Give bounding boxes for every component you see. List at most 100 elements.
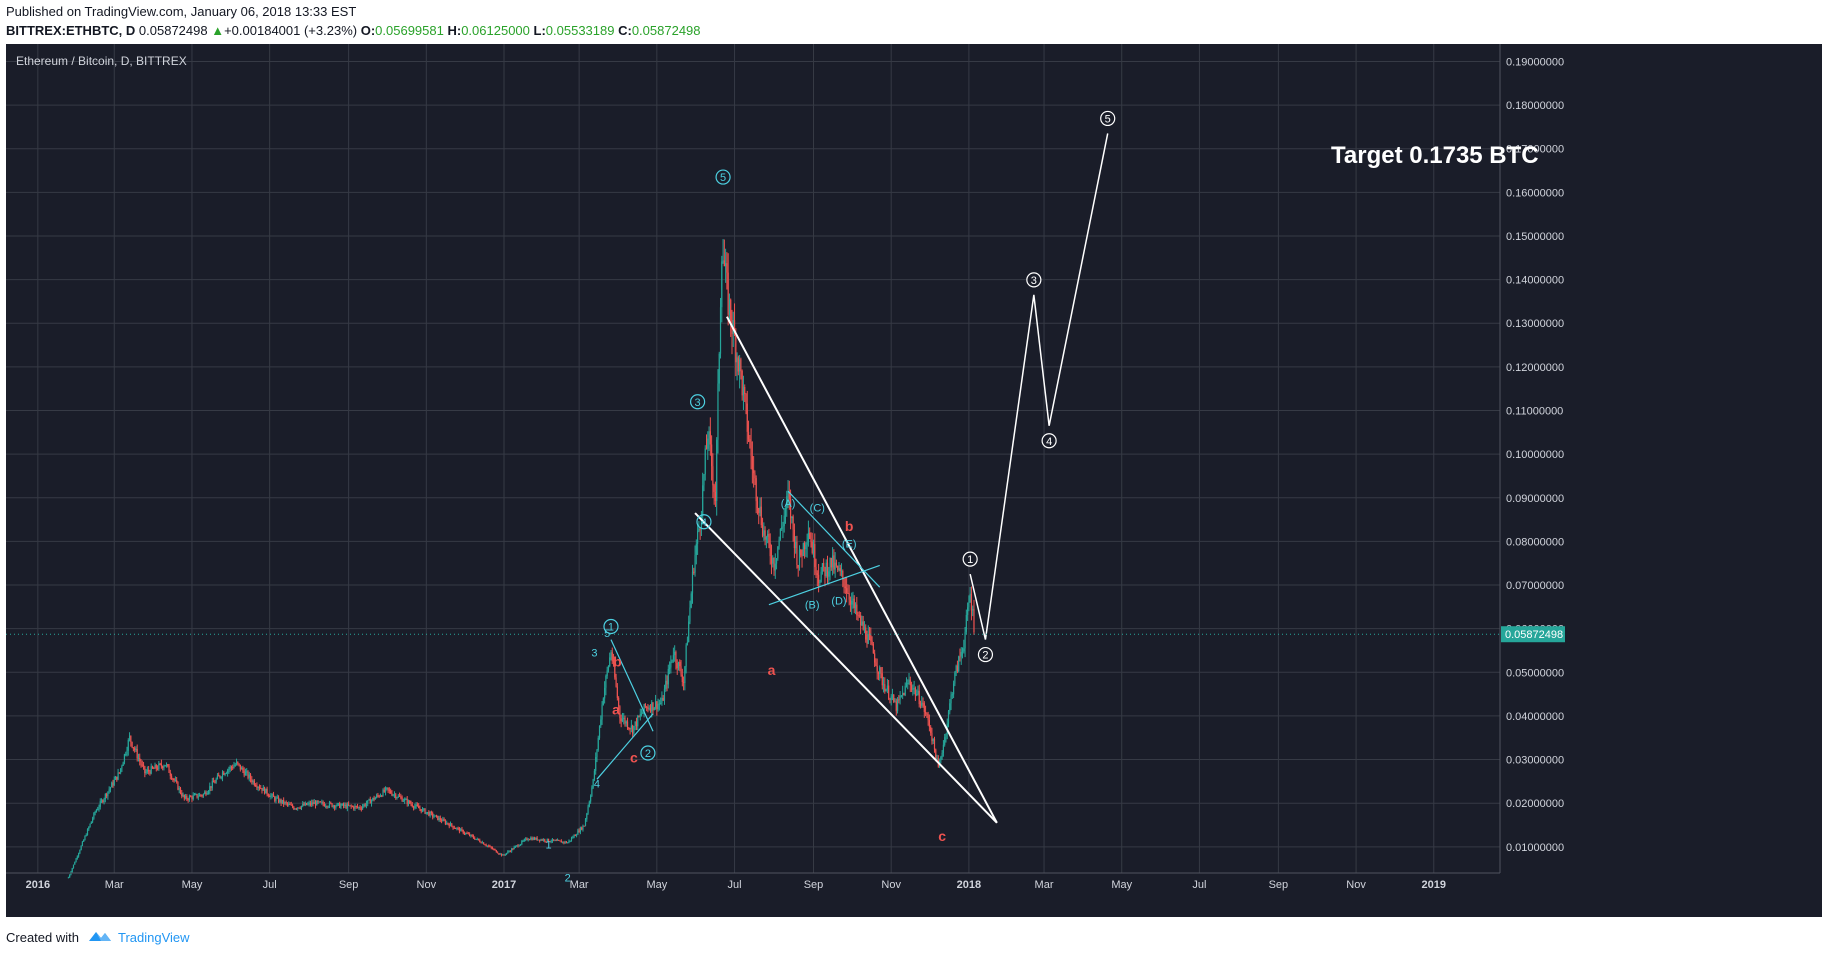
candle-body [886, 685, 888, 690]
candle-body [149, 771, 151, 774]
candle-body [610, 652, 612, 658]
candle-body [237, 761, 239, 764]
symbol-label[interactable]: BITTREX:ETHBTC, D [6, 23, 136, 38]
candle-body [559, 840, 561, 842]
candle-body [714, 491, 717, 501]
candle-body [949, 703, 951, 712]
candle-body [279, 799, 281, 803]
candle-body [563, 841, 565, 843]
candle-body [322, 802, 324, 805]
candle-body [725, 263, 727, 267]
candle-body [667, 668, 669, 685]
candle-body [463, 833, 466, 835]
candle-body [768, 533, 770, 544]
candle-body [493, 849, 495, 851]
candle-body [612, 661, 615, 663]
candle-body [458, 828, 461, 832]
candle-body [944, 737, 946, 745]
candle-body [626, 721, 629, 728]
candle-body [84, 835, 86, 840]
candle-body [432, 813, 434, 817]
candle-body [699, 528, 701, 530]
candle-body [750, 441, 752, 456]
projection-wave-label: 4 [1046, 436, 1052, 448]
candle-body [302, 803, 304, 806]
candle-body [526, 838, 528, 840]
candle-body [896, 699, 899, 712]
candle-body [197, 796, 199, 798]
chart-area[interactable]: 1 2 3 4 5 1 2 3 4 5 1 2 3 4 5 (A) (B) (C) (D) (E) a b c a b c 0.0… [6, 44, 1822, 917]
candle-body [444, 820, 447, 824]
y-tick-label: 0.07000000 [1506, 580, 1564, 592]
candle-body [902, 692, 904, 696]
tradingview-link[interactable]: TradingView [118, 930, 190, 945]
candle-body [196, 794, 198, 798]
candle-body [72, 864, 75, 869]
open-label: O: [360, 23, 376, 38]
candle-body [837, 565, 839, 571]
projection-wave-label: 1 [967, 554, 973, 566]
candle-body [844, 586, 846, 589]
candle-body [702, 485, 704, 516]
candle-body [908, 679, 910, 684]
wave-label: 5 [604, 628, 610, 640]
candle-body [188, 796, 191, 801]
candle-body [332, 805, 334, 807]
candle-body [397, 795, 399, 798]
candle-body [462, 830, 464, 834]
projection-wave-label: 2 [982, 650, 988, 662]
candle-body [190, 796, 192, 798]
candle-body [695, 543, 697, 555]
candle-body [192, 795, 194, 800]
candle-body [530, 838, 532, 840]
candle-body [760, 506, 762, 526]
candle-body [400, 796, 402, 798]
tradingview-logo-icon[interactable] [87, 928, 113, 949]
candle-body [577, 830, 579, 835]
candle-body [472, 836, 475, 838]
candle-body [202, 794, 205, 796]
candle-body [951, 694, 953, 696]
candle-body [686, 642, 689, 646]
candle-body [104, 794, 106, 800]
candle-body [810, 539, 812, 542]
candle-body [565, 841, 568, 843]
candle-body [466, 832, 468, 834]
candle-body [67, 877, 70, 879]
y-tick-label: 0.04000000 [1506, 711, 1564, 723]
candle-body [581, 827, 583, 830]
candle-body [788, 491, 790, 500]
candle-body [905, 683, 908, 686]
candle-body [132, 747, 134, 749]
candle-body [544, 839, 546, 842]
candle-body [546, 838, 548, 842]
candle-body [429, 812, 431, 816]
candle-body [402, 800, 404, 802]
candle-body [160, 763, 162, 767]
candle-body [602, 698, 604, 705]
target-annotation[interactable]: Target 0.1735 BTC [1331, 142, 1539, 169]
candle-body [727, 272, 729, 315]
candle-body [452, 825, 454, 828]
candle-body [947, 711, 950, 724]
y-tick-label: 0.09000000 [1506, 493, 1564, 505]
candle-body [112, 782, 114, 786]
candle-body [325, 806, 327, 808]
candle-body [719, 307, 722, 354]
candle-body [670, 661, 672, 668]
candle-body [246, 771, 248, 773]
candle-body [651, 702, 653, 712]
candle-body [135, 748, 137, 750]
candle-body [297, 807, 299, 809]
candle-body [601, 704, 603, 720]
candle-body [448, 824, 450, 827]
candle-body [696, 530, 699, 544]
candle-body [833, 555, 835, 570]
x-tick-label: Sep [804, 879, 824, 891]
candle-body [853, 598, 855, 608]
candle-body [588, 801, 590, 807]
candle-body [556, 839, 559, 841]
candle-body [176, 780, 178, 783]
